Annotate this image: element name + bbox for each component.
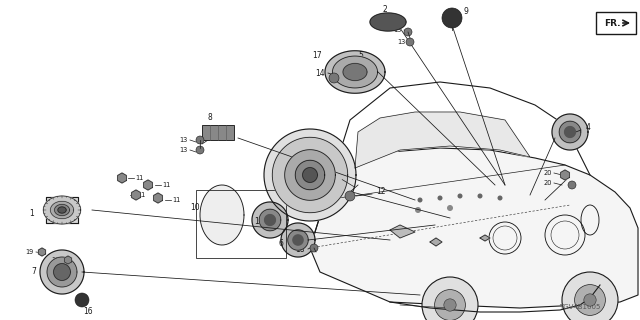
Circle shape bbox=[575, 284, 605, 316]
Text: TGV4B1605: TGV4B1605 bbox=[559, 304, 600, 310]
Polygon shape bbox=[154, 193, 163, 203]
Polygon shape bbox=[285, 150, 335, 200]
Polygon shape bbox=[40, 250, 84, 294]
Polygon shape bbox=[143, 180, 152, 190]
Polygon shape bbox=[333, 56, 378, 88]
Bar bbox=[202, 124, 234, 140]
Text: 1: 1 bbox=[29, 209, 34, 218]
Text: 20: 20 bbox=[543, 180, 552, 186]
Text: 19: 19 bbox=[52, 257, 60, 263]
Text: 3: 3 bbox=[295, 164, 300, 172]
Circle shape bbox=[196, 136, 204, 144]
Polygon shape bbox=[390, 225, 415, 238]
Circle shape bbox=[435, 290, 465, 320]
Polygon shape bbox=[44, 196, 81, 224]
Circle shape bbox=[568, 181, 576, 189]
Polygon shape bbox=[564, 127, 575, 137]
Text: 11: 11 bbox=[137, 192, 145, 198]
Text: 20: 20 bbox=[543, 170, 552, 176]
Circle shape bbox=[444, 299, 456, 311]
Text: 10: 10 bbox=[190, 204, 200, 212]
Text: 8: 8 bbox=[207, 114, 212, 123]
Circle shape bbox=[458, 194, 463, 198]
Text: 5: 5 bbox=[358, 51, 363, 60]
Text: 2: 2 bbox=[383, 5, 387, 14]
Polygon shape bbox=[310, 148, 638, 308]
Circle shape bbox=[477, 194, 483, 198]
Circle shape bbox=[497, 196, 502, 201]
Circle shape bbox=[329, 73, 339, 83]
Polygon shape bbox=[288, 230, 308, 250]
Circle shape bbox=[438, 196, 442, 201]
Text: 11: 11 bbox=[162, 182, 170, 188]
Polygon shape bbox=[264, 215, 275, 225]
Text: 18: 18 bbox=[296, 245, 305, 254]
Polygon shape bbox=[370, 13, 406, 31]
Polygon shape bbox=[38, 248, 45, 256]
Polygon shape bbox=[272, 137, 348, 213]
Circle shape bbox=[442, 8, 462, 28]
Circle shape bbox=[417, 197, 422, 203]
Text: 9: 9 bbox=[464, 7, 469, 17]
Polygon shape bbox=[54, 204, 70, 216]
Polygon shape bbox=[65, 256, 72, 264]
Polygon shape bbox=[264, 129, 356, 221]
Circle shape bbox=[415, 207, 421, 213]
Circle shape bbox=[584, 294, 596, 306]
Polygon shape bbox=[54, 264, 70, 280]
Polygon shape bbox=[252, 202, 288, 238]
Circle shape bbox=[196, 146, 204, 154]
Text: 17: 17 bbox=[312, 51, 322, 60]
Polygon shape bbox=[552, 114, 588, 150]
Circle shape bbox=[404, 28, 412, 36]
Text: 13: 13 bbox=[180, 147, 188, 153]
Polygon shape bbox=[281, 223, 315, 257]
Text: 7: 7 bbox=[31, 268, 36, 276]
Circle shape bbox=[75, 293, 89, 307]
Text: 13: 13 bbox=[180, 137, 188, 143]
Text: 12: 12 bbox=[376, 188, 385, 196]
Polygon shape bbox=[132, 190, 140, 200]
Circle shape bbox=[447, 205, 453, 211]
Text: 16: 16 bbox=[83, 308, 93, 316]
Bar bbox=[196, 190, 286, 258]
Polygon shape bbox=[303, 168, 317, 182]
Circle shape bbox=[562, 272, 618, 320]
Text: 4: 4 bbox=[586, 124, 591, 132]
Circle shape bbox=[345, 191, 355, 201]
Text: 11: 11 bbox=[135, 175, 143, 181]
Text: FR.: FR. bbox=[604, 19, 621, 28]
Polygon shape bbox=[200, 185, 244, 245]
Polygon shape bbox=[118, 173, 126, 183]
Text: 6: 6 bbox=[278, 239, 283, 249]
Polygon shape bbox=[430, 238, 442, 246]
Polygon shape bbox=[47, 257, 77, 287]
Polygon shape bbox=[58, 207, 66, 213]
Polygon shape bbox=[293, 235, 303, 245]
Text: 15: 15 bbox=[254, 218, 264, 227]
Bar bbox=[596, 12, 636, 34]
Text: 13: 13 bbox=[397, 39, 406, 45]
Polygon shape bbox=[355, 112, 530, 168]
Circle shape bbox=[310, 244, 318, 252]
Circle shape bbox=[406, 38, 414, 46]
Polygon shape bbox=[325, 51, 385, 93]
Polygon shape bbox=[47, 197, 77, 223]
Polygon shape bbox=[561, 170, 570, 180]
Text: 13: 13 bbox=[394, 27, 402, 33]
Polygon shape bbox=[295, 160, 324, 190]
Polygon shape bbox=[343, 63, 367, 81]
Circle shape bbox=[422, 277, 478, 320]
Polygon shape bbox=[51, 201, 74, 219]
Polygon shape bbox=[480, 235, 490, 241]
Text: 11: 11 bbox=[172, 197, 180, 203]
Text: 14: 14 bbox=[316, 68, 325, 77]
Polygon shape bbox=[559, 121, 581, 143]
Text: 19: 19 bbox=[26, 249, 34, 255]
Polygon shape bbox=[259, 209, 281, 231]
